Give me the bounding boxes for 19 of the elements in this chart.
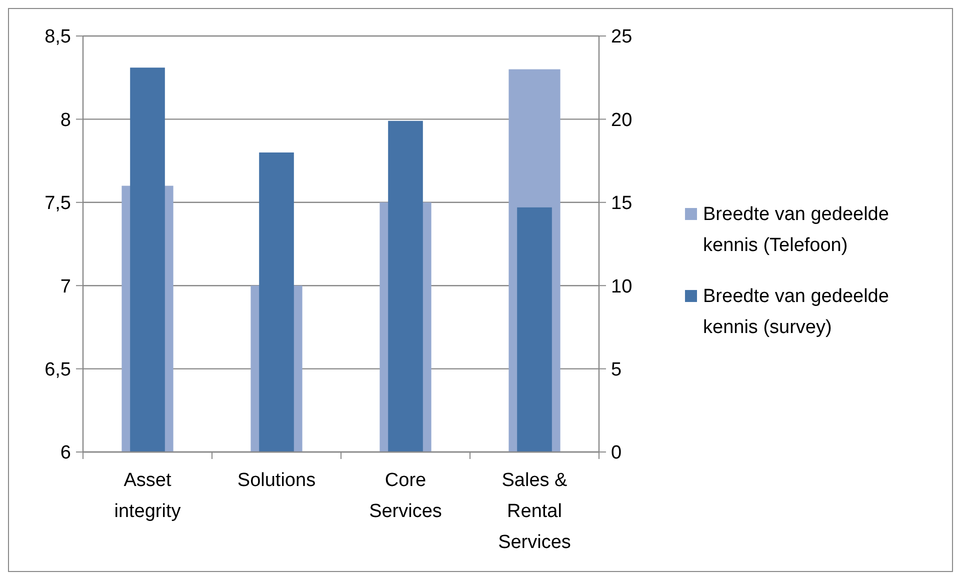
y-tick-label: 8 [60, 110, 71, 131]
y2-tick-label: 15 [611, 193, 632, 214]
y2-tick-label: 25 [611, 26, 632, 48]
y2-tick-label: 20 [611, 110, 632, 131]
x-tick-label: Asset integrity [114, 470, 182, 522]
y2-tick-label: 5 [611, 359, 622, 380]
x-tick-label: Sales & Rental Services [498, 470, 571, 553]
x-tick-label: Core Services [369, 470, 442, 522]
y-tick-label: 7,5 [44, 193, 71, 214]
y-tick-label: 6,5 [44, 359, 71, 380]
bar [517, 207, 552, 452]
legend-label: Breedte van gedeelde kennis (Telefoon) [703, 204, 889, 256]
y-tick-label: 8,5 [44, 26, 71, 48]
y2-tick-label: 10 [611, 276, 632, 298]
y-tick-label: 7 [60, 276, 71, 298]
x-tick-label: Solutions [237, 470, 316, 491]
y-tick-label: 6 [60, 442, 71, 464]
y2-tick-label: 0 [611, 442, 622, 464]
legend-label: Breedte van gedeelde kennis (survey) [703, 286, 889, 338]
